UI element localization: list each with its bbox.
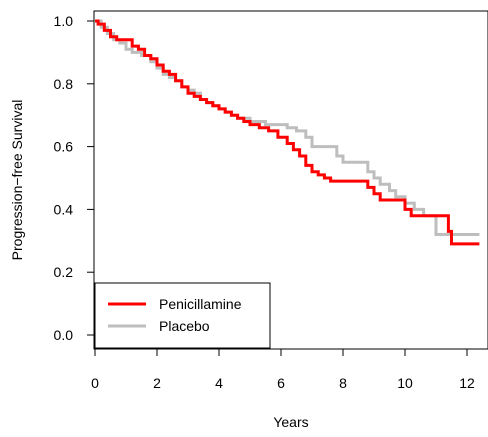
series-penicillamine-line (95, 19, 480, 246)
y-tick-label: 0.8 (54, 76, 74, 92)
legend-label-placebo: Placebo (159, 318, 210, 334)
y-tick-label: 0.0 (54, 327, 74, 343)
y-axis-title: Progression−free Survival (9, 100, 25, 261)
y-axis: 0.0 0.2 0.4 0.6 0.8 1.0 (54, 13, 95, 343)
legend-box (94, 282, 271, 349)
x-tick-label: 0 (91, 375, 99, 391)
x-tick-label: 6 (277, 375, 285, 391)
series-layer (95, 19, 480, 246)
x-axis-title: Years (273, 414, 308, 430)
x-axis: 0 2 4 6 8 10 12 (91, 348, 475, 391)
y-tick-label: 0.4 (54, 201, 74, 217)
y-tick-label: 1.0 (54, 13, 74, 29)
y-tick-label: 0.2 (54, 264, 74, 280)
series-placebo-line (95, 19, 480, 236)
legend: Penicillamine Placebo (94, 282, 271, 349)
x-tick-label: 8 (339, 375, 347, 391)
x-tick-label: 2 (153, 375, 161, 391)
x-tick-label: 12 (459, 375, 475, 391)
legend-label-penicillamine: Penicillamine (159, 296, 242, 312)
x-tick-label: 10 (397, 375, 413, 391)
y-tick-label: 0.6 (54, 139, 74, 155)
x-tick-label: 4 (215, 375, 223, 391)
